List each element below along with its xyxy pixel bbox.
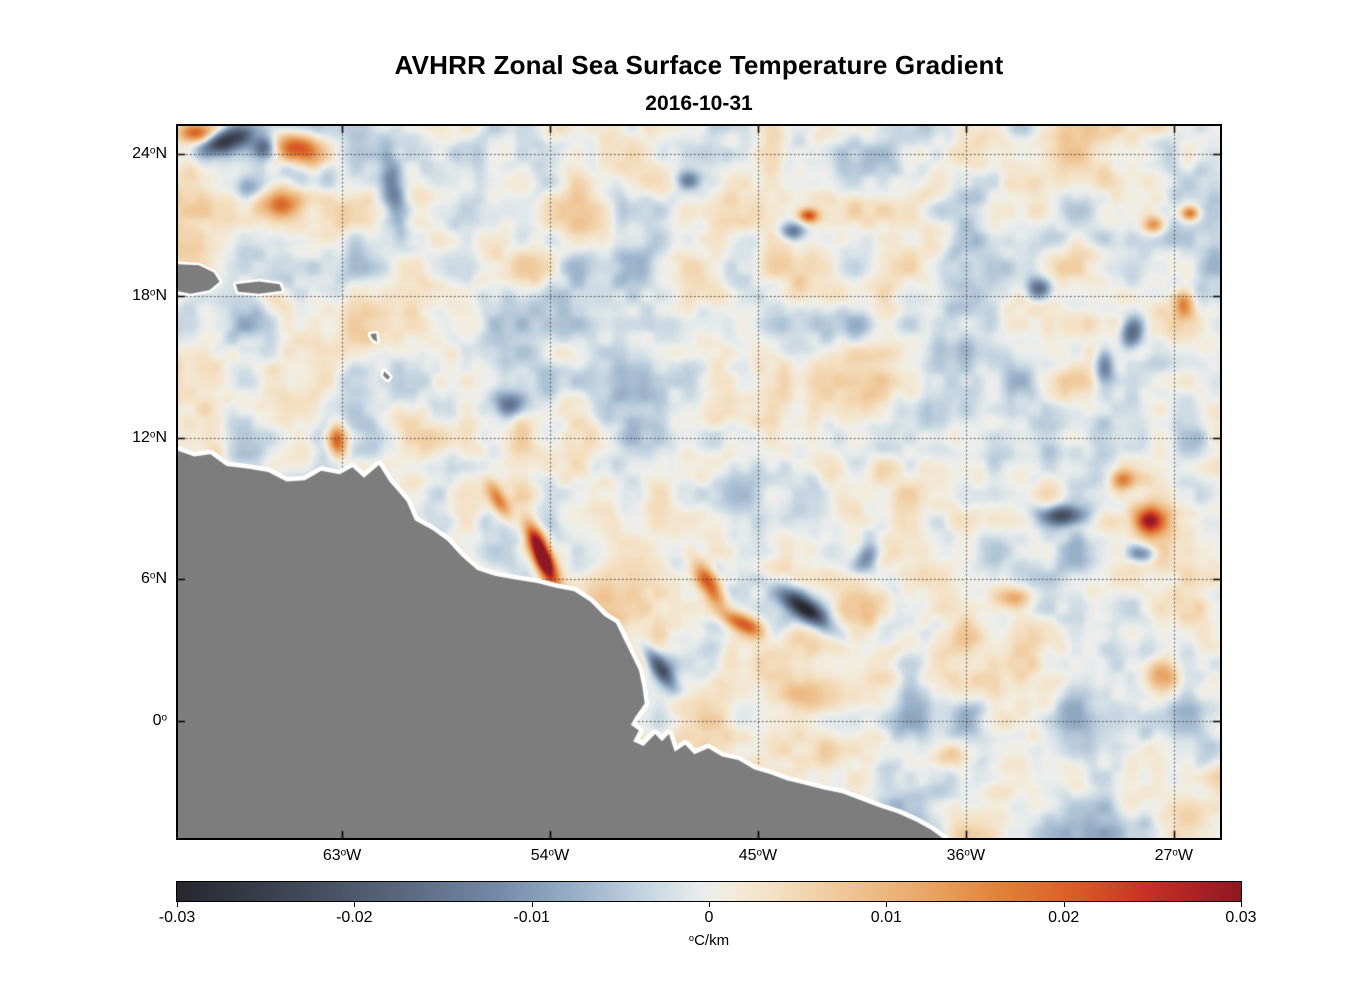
colorbar-tick-label: 0 <box>704 909 714 926</box>
colorbar-tick <box>886 902 888 907</box>
degree-symbol: o <box>340 847 347 859</box>
colorbar <box>176 881 1242 902</box>
x-tick-label: 45oW <box>738 847 778 864</box>
colorbar-tick-label: 0.03 <box>1225 909 1257 926</box>
y-tick-label: 6oN <box>141 570 167 588</box>
x-tick-label: 63oW <box>322 847 362 864</box>
degree-symbol: o <box>149 429 156 441</box>
degree-symbol: o <box>688 932 695 943</box>
colorbar-gradient-canvas <box>177 882 1241 901</box>
degree-symbol: o <box>756 847 763 859</box>
colorbar-unit-text: C/km <box>694 932 730 949</box>
colorbar-tick-label: 0.02 <box>1048 909 1080 926</box>
y-tick-label: 12oN <box>132 428 167 446</box>
y-tick-label: 24oN <box>132 145 167 163</box>
map-overlay-canvas <box>178 126 1220 838</box>
colorbar-tick-label: -0.02 <box>336 909 373 926</box>
degree-symbol: o <box>149 570 156 582</box>
colorbar-tick-label: -0.01 <box>513 909 550 926</box>
colorbar-tick <box>1241 902 1242 907</box>
x-tick-label: 27oW <box>1154 847 1193 864</box>
y-tick-label: 18oN <box>132 287 167 305</box>
colorbar-tick <box>531 902 533 907</box>
y-tick-label: 0o <box>152 712 167 730</box>
colorbar-tick <box>709 902 710 907</box>
degree-symbol: o <box>1172 847 1178 859</box>
colorbar-tick-label: 0.01 <box>870 909 902 926</box>
degree-symbol: o <box>548 847 555 859</box>
degree-symbol: o <box>161 712 167 724</box>
degree-symbol: o <box>149 145 156 157</box>
chart-subtitle: 2016-10-31 <box>645 92 753 115</box>
x-tick-label: 54oW <box>530 847 570 864</box>
degree-symbol: o <box>964 847 970 859</box>
colorbar-tick <box>354 902 356 907</box>
colorbar-tick-label: -0.03 <box>158 909 196 926</box>
degree-symbol: o <box>149 287 156 299</box>
map-plot-area <box>176 124 1222 840</box>
x-tick-label: 36oW <box>946 847 986 864</box>
colorbar-tick <box>1063 902 1065 907</box>
chart-title: AVHRR Zonal Sea Surface Temperature Grad… <box>394 50 1004 80</box>
colorbar-tick <box>177 902 178 907</box>
colorbar-unit-label: oC/km <box>176 932 1242 949</box>
